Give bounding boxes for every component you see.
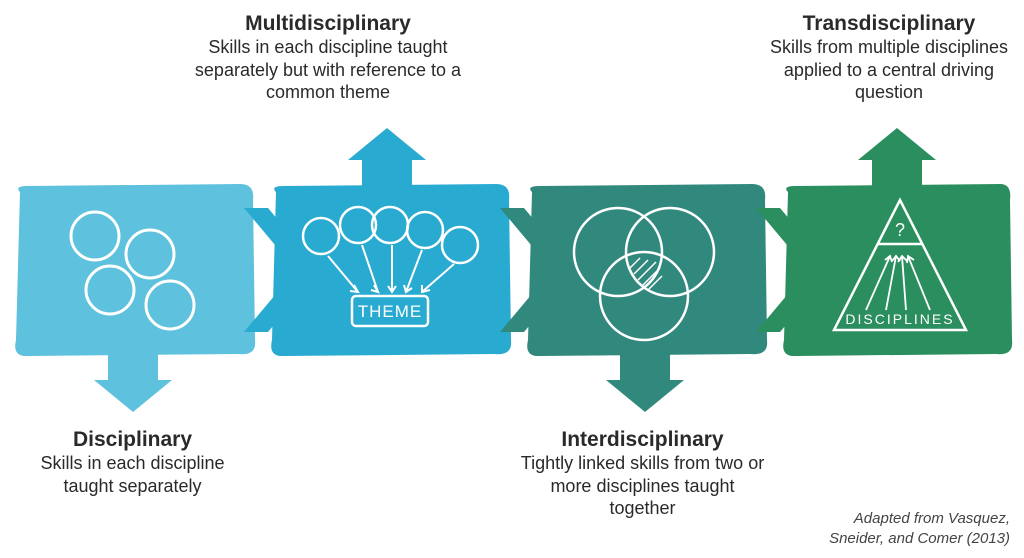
title-transdisciplinary: Transdisciplinary: [758, 12, 1020, 36]
triangle-disciplines-label: DISCIPLINES: [845, 311, 954, 327]
title-multidisciplinary: Multidisciplinary: [178, 12, 478, 36]
title-interdisciplinary: Interdisciplinary: [520, 428, 765, 452]
panel-disciplinary: [15, 184, 255, 412]
label-disciplinary: Disciplinary Skills in each discipline t…: [20, 428, 245, 497]
theme-box-label: THEME: [358, 302, 423, 321]
credit-line1: Adapted from Vasquez,: [854, 510, 1010, 527]
credit-line2: Sneider, and Comer (2013): [829, 530, 1010, 547]
label-transdisciplinary: Transdisciplinary Skills from multiple d…: [758, 12, 1020, 104]
triangle-question-mark: ?: [895, 220, 905, 240]
desc-transdisciplinary: Skills from multiple disciplines applied…: [758, 36, 1020, 104]
title-disciplinary: Disciplinary: [20, 428, 245, 452]
desc-multidisciplinary: Skills in each discipline taught separat…: [178, 36, 478, 104]
desc-disciplinary: Skills in each discipline taught separat…: [20, 452, 245, 497]
label-interdisciplinary: Interdisciplinary Tightly linked skills …: [520, 428, 765, 520]
credit-text: Adapted from Vasquez, Sneider, and Comer…: [829, 509, 1010, 548]
desc-interdisciplinary: Tightly linked skills from two or more d…: [520, 452, 765, 520]
infographic-stage: THEME ?: [0, 0, 1024, 558]
label-multidisciplinary: Multidisciplinary Skills in each discipl…: [178, 12, 478, 104]
panel-multidisciplinary: THEME: [271, 128, 511, 356]
panel-interdisciplinary: [527, 184, 767, 412]
panel-transdisciplinary: ? DISCIPLINES: [783, 128, 1012, 356]
